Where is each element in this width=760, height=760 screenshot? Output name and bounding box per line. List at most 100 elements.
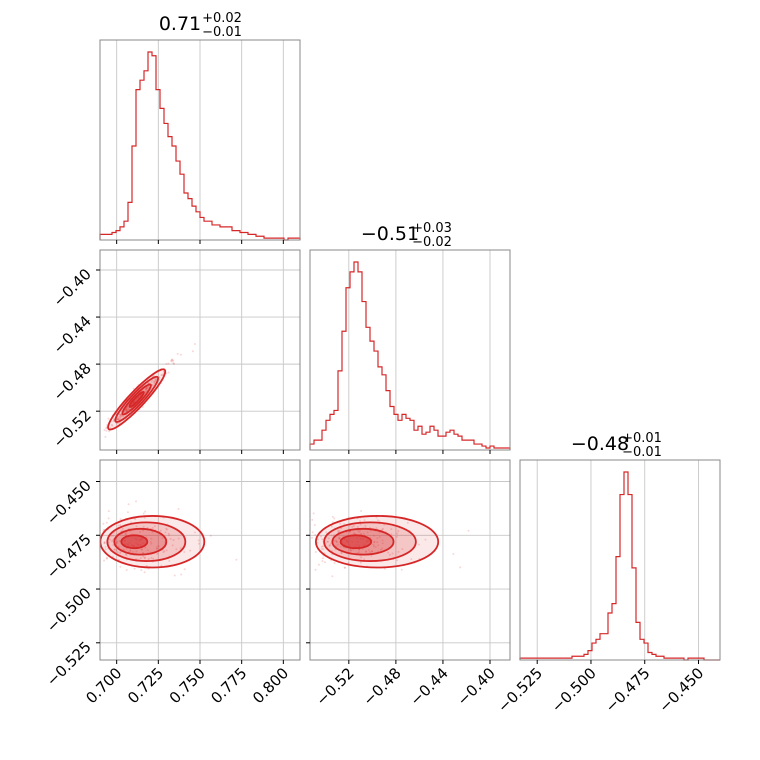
sample-point bbox=[115, 549, 118, 552]
sample-point bbox=[388, 553, 391, 556]
sample-point bbox=[161, 537, 164, 540]
sample-point bbox=[467, 529, 470, 532]
sample-point bbox=[160, 374, 163, 377]
sample-point bbox=[327, 537, 330, 540]
sample-point bbox=[116, 418, 119, 421]
sample-point bbox=[177, 537, 180, 540]
sample-point bbox=[172, 362, 175, 365]
sample-point bbox=[127, 408, 130, 411]
sample-point bbox=[125, 407, 128, 410]
sample-point bbox=[105, 429, 108, 432]
sample-point bbox=[344, 566, 347, 569]
sample-point bbox=[330, 525, 333, 528]
sample-point bbox=[335, 545, 338, 548]
sample-point bbox=[144, 510, 147, 513]
sample-point bbox=[170, 359, 173, 362]
sample-point bbox=[381, 542, 384, 545]
sample-point bbox=[349, 530, 352, 533]
sample-point bbox=[151, 527, 154, 530]
sample-point bbox=[340, 552, 343, 555]
sample-point bbox=[375, 516, 378, 519]
sample-point bbox=[363, 519, 366, 522]
x-tick-label: 0.750 bbox=[166, 664, 209, 707]
sample-point bbox=[365, 550, 368, 553]
sample-point bbox=[115, 418, 118, 421]
sample-point bbox=[103, 541, 106, 544]
sample-point bbox=[124, 533, 127, 536]
sample-point bbox=[330, 542, 333, 545]
sample-point bbox=[135, 557, 138, 560]
sample-point bbox=[113, 548, 116, 551]
sample-point bbox=[171, 358, 174, 361]
sample-point bbox=[167, 532, 170, 535]
x-tick-label: −0.40 bbox=[454, 664, 499, 709]
sample-point bbox=[111, 539, 114, 542]
sample-point bbox=[110, 534, 113, 537]
sample-point bbox=[144, 546, 147, 549]
panel-title-value: −0.48 bbox=[571, 433, 629, 455]
sample-point bbox=[125, 410, 128, 413]
x-tick-label: −0.525 bbox=[494, 664, 546, 716]
sample-point bbox=[377, 544, 380, 547]
sample-point bbox=[165, 363, 168, 366]
sample-point bbox=[107, 517, 110, 520]
sample-point bbox=[135, 550, 138, 553]
sample-point bbox=[343, 522, 346, 525]
y-tick-label: −0.40 bbox=[50, 265, 95, 310]
sample-point bbox=[145, 386, 148, 389]
sample-point bbox=[381, 539, 384, 542]
sample-point bbox=[335, 541, 338, 544]
sample-point bbox=[151, 384, 154, 387]
histogram-panel-1: −0.51+0.03−0.02 bbox=[309, 221, 511, 454]
sample-point bbox=[410, 558, 413, 561]
sample-point bbox=[316, 538, 319, 541]
histogram-step bbox=[99, 51, 301, 241]
sample-point bbox=[395, 535, 398, 538]
sample-point bbox=[330, 559, 333, 562]
sample-point bbox=[311, 536, 314, 539]
sample-point bbox=[119, 413, 122, 416]
sample-point bbox=[104, 548, 107, 551]
sample-point bbox=[143, 571, 146, 574]
sample-point bbox=[118, 413, 121, 416]
panel-border bbox=[309, 249, 511, 451]
sample-point bbox=[145, 387, 148, 390]
sample-point bbox=[339, 545, 342, 548]
sample-point bbox=[124, 553, 127, 556]
sample-point bbox=[115, 541, 118, 544]
sample-point bbox=[156, 552, 159, 555]
sample-point bbox=[154, 377, 157, 380]
sample-point bbox=[390, 533, 393, 536]
sample-point bbox=[358, 530, 361, 533]
sample-point bbox=[369, 551, 372, 554]
sample-point bbox=[376, 541, 379, 544]
sample-point bbox=[118, 415, 121, 418]
sample-point bbox=[343, 566, 346, 569]
sample-point bbox=[378, 535, 381, 538]
sample-point bbox=[124, 409, 127, 412]
histogram-step bbox=[519, 471, 720, 661]
sample-point bbox=[133, 567, 136, 570]
sample-point bbox=[139, 557, 142, 560]
sample-point bbox=[338, 537, 341, 540]
contour-level bbox=[339, 534, 373, 550]
sample-point bbox=[103, 541, 106, 544]
sample-point bbox=[322, 545, 325, 548]
sample-point bbox=[111, 555, 114, 558]
y-tick-label: −0.52 bbox=[50, 406, 95, 451]
sample-point bbox=[119, 552, 122, 555]
panel-title-plus: +0.01 bbox=[622, 431, 662, 446]
sample-point bbox=[172, 538, 175, 541]
sample-point bbox=[373, 541, 376, 544]
sample-point bbox=[104, 545, 107, 548]
sample-point bbox=[165, 527, 168, 530]
sample-point bbox=[117, 417, 120, 420]
x-tick-label: −0.48 bbox=[359, 664, 404, 709]
sample-point bbox=[180, 573, 183, 576]
sample-point bbox=[117, 524, 120, 527]
sample-point bbox=[396, 532, 399, 535]
sample-point bbox=[321, 560, 324, 563]
y-tick-label: −0.475 bbox=[43, 530, 95, 582]
sample-point bbox=[359, 520, 362, 523]
sample-point bbox=[177, 508, 180, 511]
